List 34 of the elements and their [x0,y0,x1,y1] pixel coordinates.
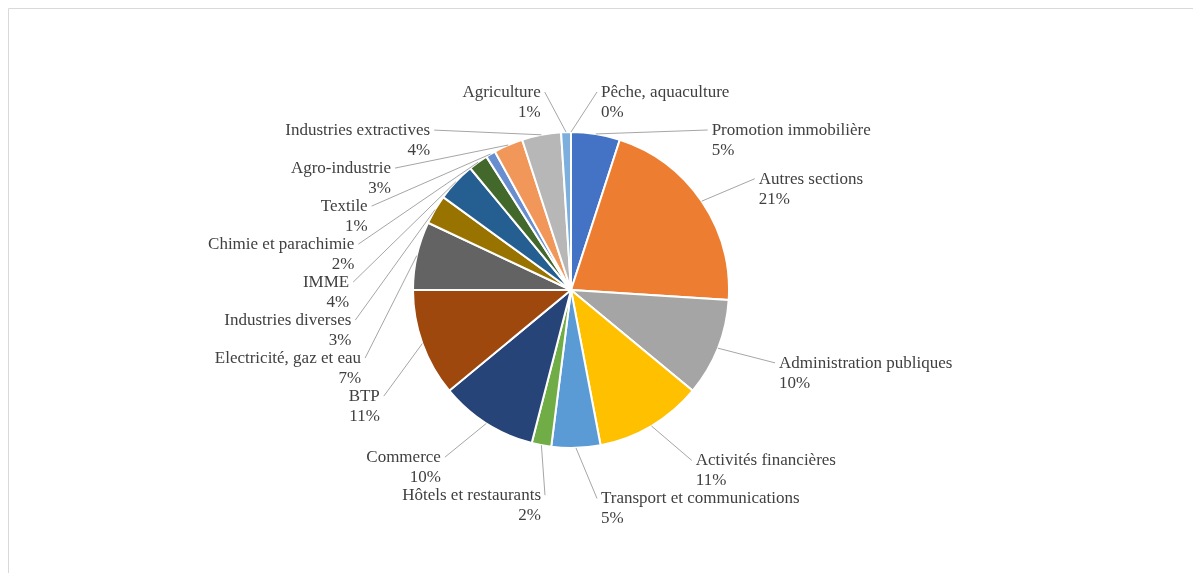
data-label: 1% [344,216,368,236]
slice-label: IMME [302,272,350,292]
slice-label: Agro-industrie [290,158,391,178]
data-label: 5% [601,508,624,528]
slice-label: Industries diverses [224,310,352,330]
slice-label: Chimie et parachimie [208,234,355,254]
text: 0% [601,102,624,121]
data-label: 11% [695,470,727,490]
category-label: Pêche, aquaculture [601,82,730,101]
slice-label: Autres sections [758,168,864,188]
slice-label: Industries extractives [285,120,431,140]
slice-label: BTP [348,386,380,406]
data-label: 3% [328,330,352,350]
data-label: 21% [758,188,790,208]
slice-label: Electricité, gaz et eau [214,348,362,368]
slice-label: Transport et communications [601,488,800,508]
slice-label: Hôtels et restaurants [402,485,541,505]
data-label: 4% [326,292,350,312]
data-label: 10% [779,372,811,392]
slice-label: Commerce [366,447,441,467]
slice-label: Agriculture [462,82,541,102]
data-label: 2% [518,505,541,525]
data-label: 11% [349,406,380,426]
data-label: 2% [331,254,355,274]
data-label: 5% [711,140,735,159]
slice-label: Promotion immobilière [711,120,871,139]
data-label: 4% [407,140,431,160]
slice-label: Textile [320,196,368,216]
data-label: 10% [409,467,441,487]
slice-label: Administration publiques [779,352,953,372]
slice-label: Activités financières [695,450,836,470]
data-label: 1% [518,102,541,122]
data-label: 3% [368,178,391,198]
data-label: 7% [338,368,362,388]
